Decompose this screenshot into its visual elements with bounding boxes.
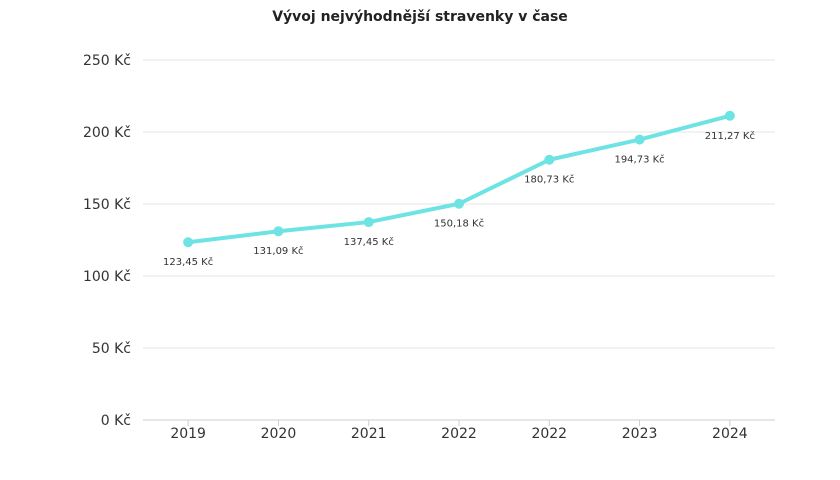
data-labels: 123,45 Kč 131,09 Kč 137,45 Kč 150,18 Kč 180,… <box>163 130 755 268</box>
data-label: 150,18 Kč <box>434 218 484 230</box>
data-label: 180,73 Kč <box>524 174 574 186</box>
y-tick-label: 150 Kč <box>83 197 131 213</box>
data-label: 131,09 Kč <box>253 245 303 257</box>
axes: 0 Kč 50 Kč 100 Kč 150 Kč 200 Kč 250 Kč 2019 202… <box>83 53 775 442</box>
x-tick-label: 2023 <box>622 426 658 442</box>
data-point <box>634 134 645 145</box>
x-tick-label: 2022 <box>531 426 567 442</box>
data-point <box>544 154 555 165</box>
y-tick-label: 50 Kč <box>92 341 131 357</box>
y-tick-label: 100 Kč <box>83 269 131 285</box>
data-label: 123,45 Kč <box>163 256 213 268</box>
y-tick-label: 200 Kč <box>83 125 131 141</box>
x-tick-label: 2022 <box>441 426 477 442</box>
x-tick-label: 2020 <box>261 426 297 442</box>
data-point <box>724 110 735 121</box>
y-tick-label: 0 Kč <box>101 413 131 429</box>
data-point <box>183 237 194 248</box>
data-point <box>273 226 284 237</box>
data-point <box>454 198 464 209</box>
data-label: 194,73 Kč <box>614 154 664 166</box>
data-point <box>363 217 374 228</box>
chart-title: Vývoj nejvýhodnější stravenky v čase <box>272 9 568 25</box>
data-label: 211,27 Kč <box>705 130 755 142</box>
x-tick-label: 2019 <box>170 426 206 442</box>
x-tick-label: 2024 <box>712 426 748 442</box>
data-label: 137,45 Kč <box>344 236 394 248</box>
y-tick-label: 250 Kč <box>83 53 131 69</box>
series <box>183 110 735 248</box>
x-tick-label: 2021 <box>351 426 387 442</box>
